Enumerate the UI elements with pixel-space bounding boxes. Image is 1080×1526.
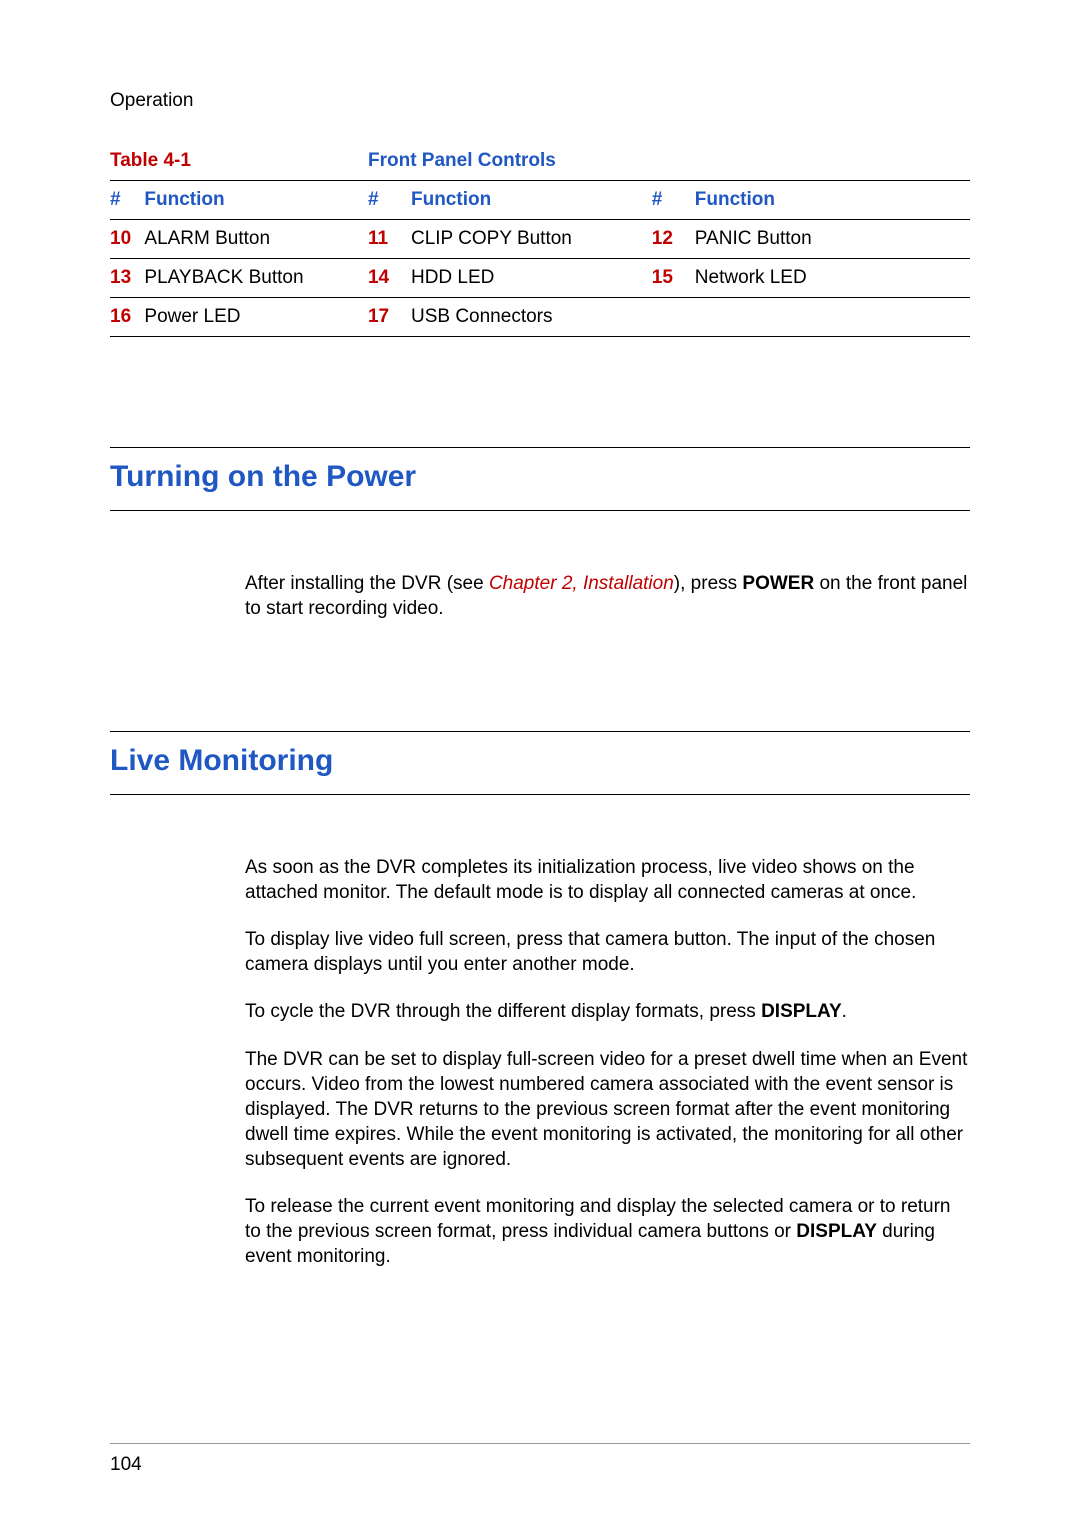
table-name: Front Panel Controls <box>368 142 970 181</box>
paragraph: The DVR can be set to display full-scree… <box>245 1047 970 1172</box>
paragraph: To display live video full screen, press… <box>245 927 970 977</box>
section-rule-top <box>110 447 970 448</box>
cell-func: PLAYBACK Button <box>144 259 368 298</box>
front-panel-controls-table: Table 4-1 Front Panel Controls # Functio… <box>110 142 970 337</box>
section-title: Turning on the Power <box>110 460 970 494</box>
running-header: Operation <box>110 90 970 112</box>
cell-func: ALARM Button <box>144 220 368 259</box>
col-func: Function <box>695 181 970 220</box>
table-title-row: Table 4-1 Front Panel Controls <box>110 142 970 181</box>
cell-num: 16 <box>110 298 144 337</box>
bold-text: DISPLAY <box>761 1001 842 1022</box>
text: To cycle the DVR through the different d… <box>245 1001 761 1022</box>
table-label: Table 4-1 <box>110 142 368 181</box>
table-row: 10 ALARM Button 11 CLIP COPY Button 12 P… <box>110 220 970 259</box>
cell-num: 12 <box>652 220 695 259</box>
table-header-row: # Function # Function # Function <box>110 181 970 220</box>
bold-text: DISPLAY <box>796 1221 877 1242</box>
cell-num: 13 <box>110 259 144 298</box>
col-num: # <box>368 181 411 220</box>
paragraph: As soon as the DVR completes its initial… <box>245 855 970 905</box>
cell-num <box>652 298 695 337</box>
cell-num: 15 <box>652 259 695 298</box>
cell-func: Power LED <box>144 298 368 337</box>
table-row: 16 Power LED 17 USB Connectors <box>110 298 970 337</box>
cell-num: 14 <box>368 259 411 298</box>
col-num: # <box>110 181 144 220</box>
section-body: After installing the DVR (see Chapter 2,… <box>245 571 970 621</box>
cell-num: 10 <box>110 220 144 259</box>
page-footer: 104 <box>110 1435 970 1476</box>
section-body: As soon as the DVR completes its initial… <box>245 855 970 1269</box>
col-func: Function <box>411 181 652 220</box>
footer-rule <box>110 1443 970 1444</box>
text: After installing the DVR (see <box>245 573 489 594</box>
section-title: Live Monitoring <box>110 744 970 778</box>
col-num: # <box>652 181 695 220</box>
section-rule-top <box>110 731 970 732</box>
table-row: 13 PLAYBACK Button 14 HDD LED 15 Network… <box>110 259 970 298</box>
cell-func: PANIC Button <box>695 220 970 259</box>
paragraph: To release the current event monitoring … <box>245 1194 970 1269</box>
section-rule-bottom <box>110 510 970 511</box>
cross-reference-link[interactable]: Chapter 2, Installation <box>489 573 674 594</box>
cell-func: CLIP COPY Button <box>411 220 652 259</box>
page-number: 104 <box>110 1454 970 1476</box>
section-live-monitoring: Live Monitoring As soon as the DVR compl… <box>110 731 970 1269</box>
section-turning-on-power: Turning on the Power After installing th… <box>110 447 970 621</box>
section-rule-bottom <box>110 794 970 795</box>
cell-func: Network LED <box>695 259 970 298</box>
cell-num: 11 <box>368 220 411 259</box>
bold-text: POWER <box>742 573 814 594</box>
document-page: Operation Table 4-1 Front Panel Controls… <box>0 0 1080 1526</box>
text: . <box>842 1001 847 1022</box>
cell-func <box>695 298 970 337</box>
paragraph: After installing the DVR (see Chapter 2,… <box>245 571 970 621</box>
cell-num: 17 <box>368 298 411 337</box>
cell-func: HDD LED <box>411 259 652 298</box>
col-func: Function <box>144 181 368 220</box>
text: ), press <box>674 573 743 594</box>
paragraph: To cycle the DVR through the different d… <box>245 999 970 1024</box>
cell-func: USB Connectors <box>411 298 652 337</box>
